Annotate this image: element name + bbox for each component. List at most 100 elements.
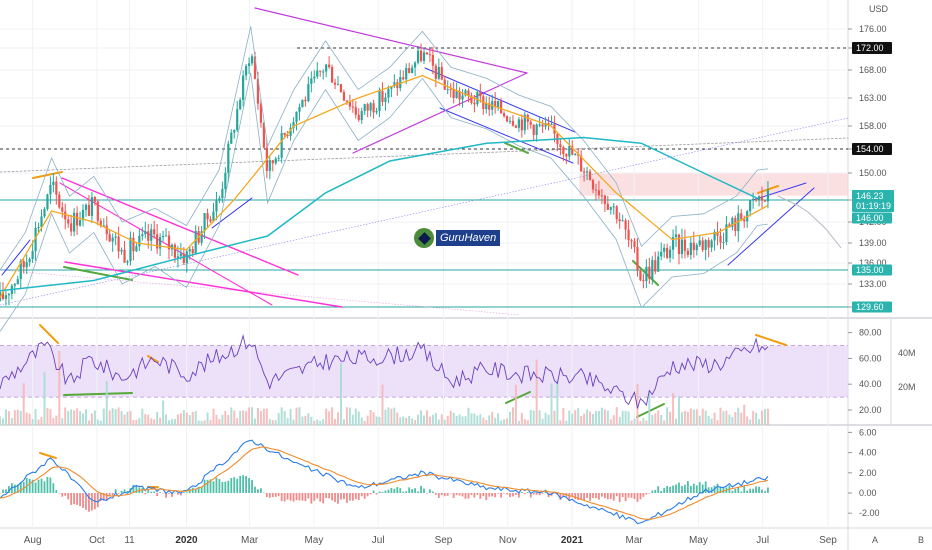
candle-body	[200, 231, 203, 243]
macd-hist-bar	[580, 493, 583, 500]
candle-body	[81, 209, 85, 221]
candle-body	[502, 113, 506, 117]
candle-body	[627, 229, 630, 241]
volume-bar	[414, 420, 417, 425]
volume-bar	[553, 410, 556, 425]
volume-bar	[428, 416, 431, 425]
volume-bar	[16, 409, 19, 425]
volume-bar	[494, 417, 497, 425]
macd-hist-bar	[606, 493, 609, 500]
macd-hist-bar	[609, 493, 612, 499]
macd-hist-bar	[384, 490, 387, 493]
candle-body	[4, 295, 8, 299]
volume-bar	[390, 408, 393, 425]
volume-bar	[337, 412, 340, 425]
macd-hist-bar	[354, 493, 357, 500]
time-tick-label: Oct	[89, 535, 105, 546]
volume-bar	[277, 413, 280, 425]
volume-bar	[259, 411, 262, 425]
macd-hist-bar	[147, 489, 150, 493]
candle-body	[224, 172, 227, 189]
candle-body	[695, 245, 698, 251]
volume-bar	[547, 414, 550, 425]
macd-hist-bar	[348, 493, 351, 501]
candle-body	[203, 213, 206, 232]
macd-hist-bar	[746, 490, 749, 493]
candle-body	[28, 259, 31, 263]
candle-body	[262, 122, 265, 148]
ma-long-line	[0, 136, 758, 292]
macd-hist-bar	[704, 481, 707, 493]
macd-hist-bar	[34, 482, 37, 493]
price-tick-label: 139.00	[859, 238, 887, 248]
candle-body	[120, 249, 123, 252]
time-tick-label: Mar	[626, 535, 644, 546]
volume-bar	[37, 419, 40, 425]
volume-bar	[206, 412, 209, 425]
volume-bar	[123, 414, 126, 425]
candle-body	[692, 242, 695, 251]
channel-upper	[424, 67, 576, 133]
volume-bar	[529, 409, 532, 425]
macd-hist-bar	[251, 480, 253, 493]
time-tick-label: 11	[124, 535, 135, 546]
candle-body	[538, 124, 541, 126]
volume-bar	[363, 420, 366, 425]
auto-scale-button[interactable]: A	[872, 535, 879, 545]
candle-body	[247, 63, 251, 66]
macd-hist-bar	[624, 493, 627, 502]
volume-bar	[701, 408, 704, 425]
candle-body	[73, 212, 76, 232]
volume-bar	[105, 381, 108, 425]
macd-hist-bar	[378, 491, 381, 493]
volume-bar	[150, 418, 153, 425]
candle-body	[280, 132, 283, 158]
macd-hist-bar	[277, 493, 280, 497]
volume-bar	[209, 419, 212, 425]
volume-bar	[283, 410, 286, 425]
macd-hist-bar	[431, 491, 434, 493]
log-scale-button[interactable]: B	[917, 535, 924, 545]
candle-body	[7, 294, 10, 296]
candle-body	[449, 89, 452, 91]
candle-body	[236, 109, 239, 131]
macd-hist-bar	[135, 485, 138, 493]
candle-body	[227, 143, 230, 173]
volume-bar	[526, 420, 529, 425]
volume-bar	[271, 420, 274, 425]
macd-hist-bar	[420, 485, 422, 493]
macd-hist-bar	[506, 493, 508, 495]
macd-hist-bar	[328, 493, 331, 499]
triangle-lower-line	[352, 72, 528, 154]
volume-bar	[194, 410, 197, 425]
volume-bar	[692, 409, 695, 425]
macd-hist-bar	[535, 493, 538, 495]
macd-hist-bar	[212, 481, 215, 493]
macd-hist-bar	[73, 493, 76, 505]
macd-hist-bar	[541, 493, 544, 494]
macd-hist-bar	[346, 493, 348, 503]
candle-body	[153, 229, 156, 235]
volume-bar	[378, 416, 381, 425]
macd-hist-bar	[600, 493, 603, 497]
macd-hist-bar	[440, 493, 443, 496]
candle-body	[242, 75, 245, 100]
macd-hist-bar	[761, 489, 763, 493]
macd-signal-line	[0, 446, 769, 520]
candle-body	[99, 220, 102, 226]
volume-bar	[22, 383, 25, 425]
macd-hist-bar	[286, 493, 289, 500]
candle-body	[722, 241, 725, 243]
volume-bar	[663, 420, 666, 425]
volume-bar	[758, 419, 761, 425]
candle-body	[277, 157, 280, 159]
candle-body	[1, 291, 5, 299]
volume-bar	[384, 409, 387, 425]
candle-body	[304, 99, 307, 102]
candle-body	[313, 76, 316, 79]
volume-bar	[262, 408, 265, 425]
volume-bar	[535, 359, 538, 425]
macd-hist-bar	[257, 489, 259, 493]
candle-body	[523, 114, 526, 131]
